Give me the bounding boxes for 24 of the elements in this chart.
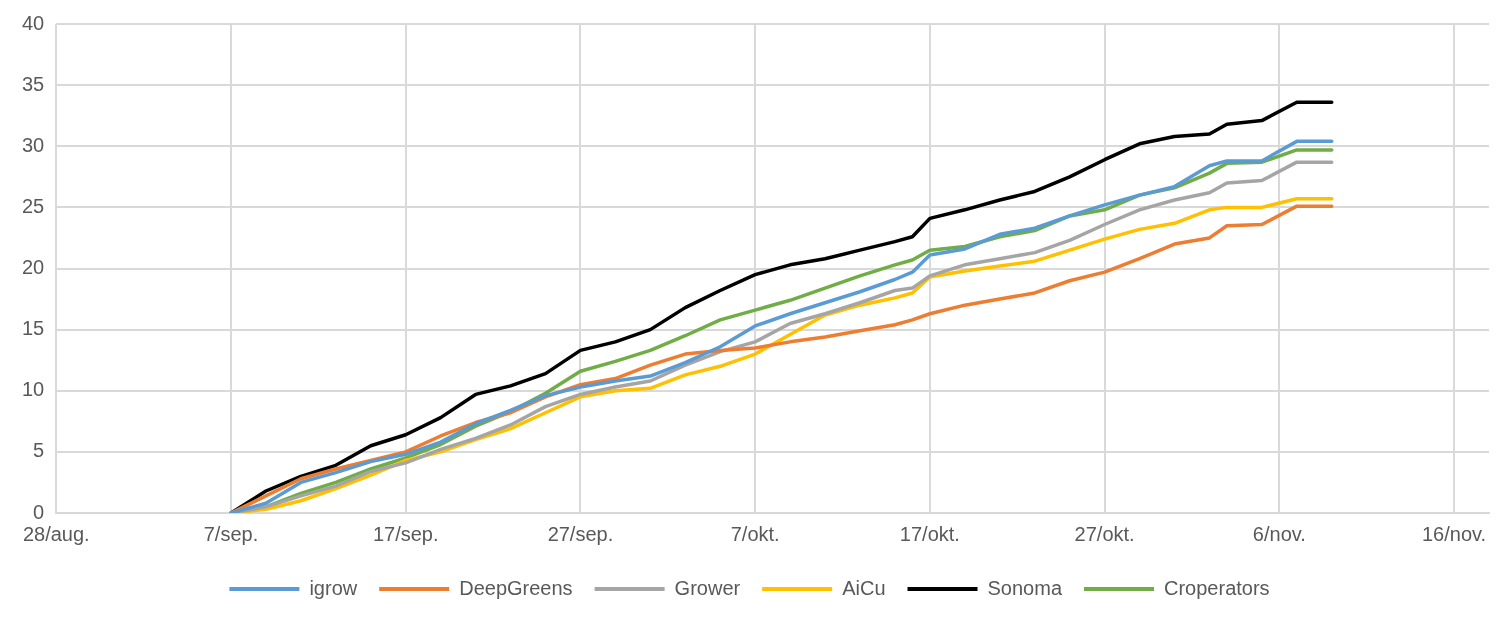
legend-label: Croperators: [1164, 576, 1270, 599]
legend-label: DeepGreens: [459, 576, 573, 599]
y-tick-label: 20: [22, 256, 45, 279]
y-tick-label: 25: [22, 194, 45, 217]
y-tick-label: 15: [22, 317, 45, 340]
y-tick-label: 0: [33, 500, 45, 523]
y-tick-label: 35: [22, 72, 45, 95]
y-tick-label: 40: [22, 11, 45, 34]
x-tick-label: 6/nov.: [1252, 522, 1306, 545]
y-tick-label: 10: [22, 378, 45, 401]
x-tick-label: 27/sep.: [547, 522, 614, 545]
y-tick-label: 5: [33, 439, 45, 462]
x-tick-label: 28/aug.: [22, 522, 90, 545]
x-tick-label: 17/okt.: [899, 522, 960, 545]
x-tick-label: 16/nov.: [1421, 522, 1487, 545]
x-tick-label: 7/okt.: [730, 522, 780, 545]
legend-label: AiCu: [842, 576, 886, 599]
x-tick-label: 17/sep.: [372, 522, 439, 545]
x-tick-label: 27/okt.: [1074, 522, 1135, 545]
y-tick-label: 30: [22, 133, 45, 156]
legend-label: igrow: [309, 576, 358, 599]
x-tick-label: 7/sep.: [203, 522, 259, 545]
legend-label: Grower: [674, 576, 741, 599]
legend-label: Sonoma: [987, 576, 1063, 599]
